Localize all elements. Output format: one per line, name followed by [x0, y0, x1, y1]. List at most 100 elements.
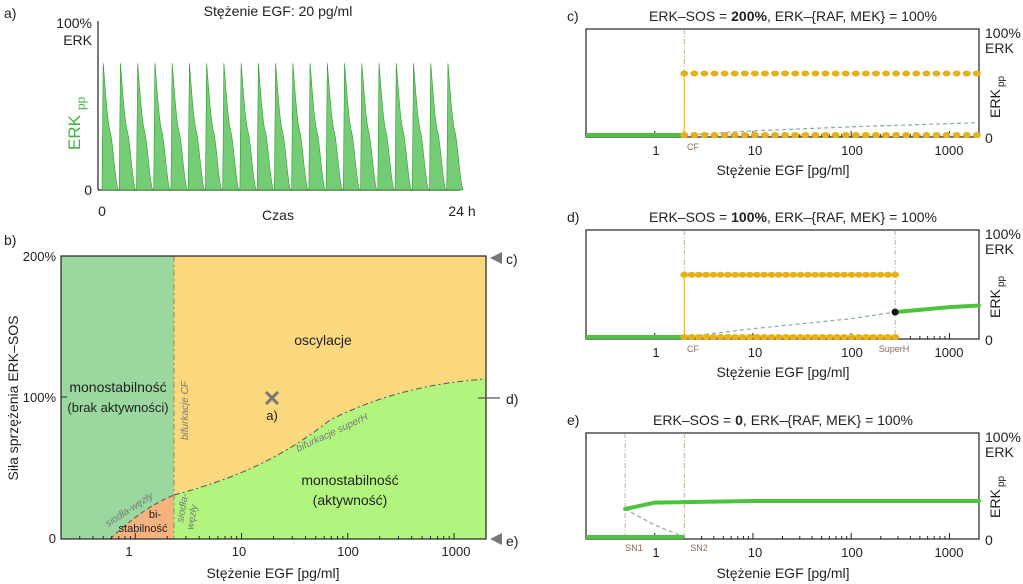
- pointer-c-arrow: [490, 252, 502, 264]
- oscillation-max-point: [972, 70, 981, 77]
- panel-b-letter: b): [4, 232, 16, 248]
- panel-d-ylabel-main: ERK: [987, 289, 1003, 318]
- oscillation-pulse: [429, 63, 447, 191]
- label-saddle-right-2: węzły: [185, 503, 200, 531]
- panel-d-plot: [585, 230, 981, 340]
- oscillation-max-point: [862, 271, 871, 278]
- panel-e-yzero: 0: [985, 532, 993, 548]
- oscillation-max-point: [774, 271, 783, 278]
- oscillation-max-point: [818, 271, 827, 278]
- oscillation-min-point: [700, 132, 709, 138]
- label-bist-1: bi-: [149, 509, 162, 521]
- oscillation-min-point: [781, 132, 790, 138]
- panel-d: d) ERK–SOS = 100%, ERK–{RAF, MEK} = 100%…: [567, 209, 1021, 380]
- example-marker-label: a): [266, 408, 278, 423]
- panel-e-letter: e): [567, 412, 579, 428]
- panel-e-xtick-100: 100: [841, 545, 863, 560]
- oscillation-min-point: [694, 334, 703, 340]
- oscillation-max-point: [876, 271, 885, 278]
- oscillation-max-point: [854, 271, 863, 278]
- oscillation-min-point: [740, 132, 749, 138]
- panel-d-xtick-100: 100: [841, 345, 863, 360]
- region-mono-on: [174, 379, 486, 539]
- oscillation-min-point: [801, 132, 810, 138]
- label-mono-on-2: (aktywność): [313, 492, 388, 508]
- panel-c-ylabel-sub: pp: [996, 75, 1007, 87]
- panel-e-xtick-1: 1: [652, 545, 659, 560]
- oscillation-min-point: [902, 132, 911, 138]
- oscillation-max-point: [745, 271, 754, 278]
- oscillation-max-point: [687, 271, 696, 278]
- oscillation-min-point: [891, 334, 900, 340]
- oscillation-pulse: [118, 63, 136, 191]
- oscillation-min-point: [869, 334, 878, 340]
- panel-a-yzero: 0: [84, 182, 92, 198]
- oscillation-min-point: [876, 334, 885, 340]
- label-mono-off-1: monostabilność: [69, 379, 166, 395]
- panel-a-xstart: 0: [98, 203, 106, 219]
- label-oscillations: oscylacje: [294, 332, 352, 348]
- oscillation-min-point: [690, 132, 699, 138]
- panel-a-xend: 24 h: [448, 203, 475, 219]
- oscillation-max-point: [801, 70, 810, 77]
- pointer-e-label: e): [506, 533, 518, 549]
- panel-c: c) ERK–SOS = 200%, ERK–{RAF, MEK} = 100%…: [567, 8, 1021, 178]
- oscillation-pulse: [308, 63, 326, 191]
- oscillation-min-point: [825, 334, 834, 340]
- oscillation-min-point: [782, 334, 791, 340]
- panel-e-ytop: 100%: [985, 429, 1021, 445]
- oscillation-max-point: [891, 271, 900, 278]
- panel-c-letter: c): [567, 8, 579, 24]
- panel-c-yzero: 0: [985, 130, 993, 146]
- oscillation-min-point: [720, 132, 729, 138]
- panel-b-xtick-10: 10: [232, 544, 246, 559]
- panel-e: e) ERK–SOS = 0, ERK–{RAF, MEK} = 100% 10…: [567, 412, 1021, 581]
- oscillation-pulse: [394, 63, 412, 191]
- oscillation-max-point: [962, 70, 971, 77]
- panel-e-sn1-label: SN1: [625, 543, 643, 553]
- oscillation-max-point: [892, 70, 901, 77]
- oscillation-min-point: [771, 132, 780, 138]
- panel-e-xtick-10: 10: [748, 545, 762, 560]
- panel-d-cf-label: CF: [687, 344, 699, 354]
- panel-d-letter: d): [567, 209, 579, 225]
- oscillation-max-point: [922, 70, 931, 77]
- oscillation-min-point: [716, 334, 725, 340]
- panel-d-superh-label: SuperH: [879, 344, 910, 354]
- panel-a-ylabel-main: ERK: [65, 114, 84, 150]
- oscillation-pulse: [239, 63, 257, 191]
- oscillation-max-point: [841, 70, 850, 77]
- oscillation-min-point: [731, 334, 740, 340]
- oscillation-min-point: [862, 334, 871, 340]
- oscillation-min-point: [738, 334, 747, 340]
- oscillation-pulse: [411, 63, 429, 191]
- oscillation-pulse: [343, 63, 361, 191]
- panel-d-ylabel: ERK pp: [987, 275, 1007, 318]
- oscillation-min-point: [972, 132, 981, 138]
- panel-b-ylabel: Siła sprzężenia ERK–SOS: [5, 316, 21, 481]
- oscillation-min-point: [841, 132, 850, 138]
- oscillation-min-point: [723, 334, 732, 340]
- stable-high-branch: [623, 499, 981, 511]
- panel-c-title: ERK–SOS = 200%, ERK–{RAF, MEK} = 100%: [649, 8, 937, 24]
- oscillation-min-point: [702, 334, 711, 340]
- panel-b-xtick-100: 100: [337, 544, 359, 559]
- panel-d-xlabel: Stężenie EGF [pg/ml]: [716, 364, 849, 380]
- oscillation-min-point: [871, 132, 880, 138]
- oscillation-pulse: [274, 63, 292, 191]
- label-mono-on-1: monostabilność: [301, 472, 398, 488]
- panel-c-plot: [585, 29, 981, 138]
- panel-d-ytop: 100%: [985, 226, 1021, 242]
- unstable-branch: [624, 508, 685, 538]
- panel-e-plot: [585, 433, 981, 539]
- oscillation-pulse: [187, 63, 205, 191]
- panel-e-xlabel: Stężenie EGF [pg/ml]: [716, 565, 849, 581]
- oscillation-max-point: [738, 271, 747, 278]
- panel-c-title-post: , ERK–{RAF, MEK} = 100%: [767, 8, 937, 24]
- oscillation-max-point: [796, 271, 805, 278]
- oscillation-min-point: [730, 132, 739, 138]
- panel-c-xlabel: Stężenie EGF [pg/ml]: [716, 162, 849, 178]
- panel-c-xtick-1: 1: [652, 143, 659, 158]
- label-cf-curve: bifurkacje CF: [180, 380, 191, 440]
- oscillation-min-point: [847, 334, 856, 340]
